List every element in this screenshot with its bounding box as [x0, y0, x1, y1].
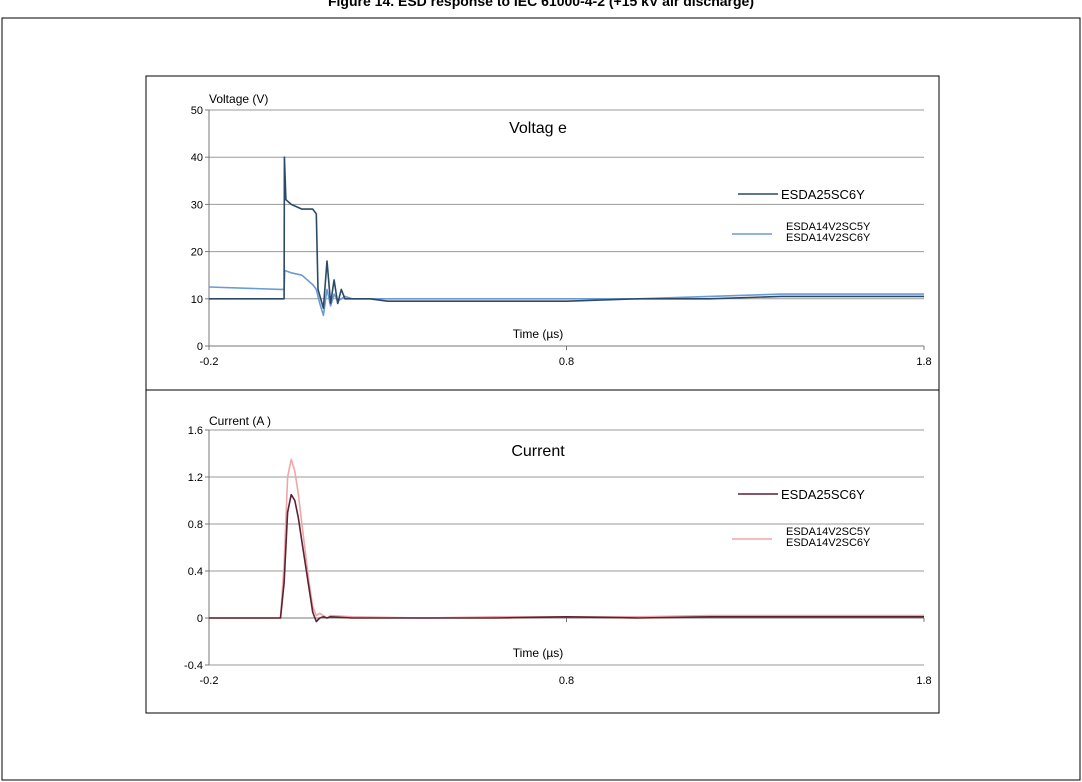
x-axis-label: Time (µs)	[513, 646, 563, 660]
y-tick-label: 0.8	[188, 519, 203, 531]
x-tick-label: 1.8	[916, 356, 931, 368]
y-tick-label: -0.4	[184, 660, 203, 672]
series-line-esda25sc6y	[209, 493, 924, 623]
legend-label: ESDA14V2SC5Y ESDA14V2SC6Y	[786, 221, 871, 244]
chart-title: Current	[511, 443, 565, 460]
y-tick-label: 50	[191, 105, 203, 117]
y-tick-label: 40	[191, 152, 203, 164]
y-tick-label: 0.4	[188, 566, 203, 578]
series-line-esda14v2	[208, 269, 924, 317]
figure-border	[1, 17, 1081, 781]
x-axis-label: Time (µs)	[513, 327, 563, 341]
x-tick-label: 0.8	[559, 356, 574, 368]
y-tick-label: 1.6	[188, 425, 203, 437]
x-tick-label: -0.2	[200, 356, 219, 368]
y-tick-label: 0	[197, 613, 203, 625]
legend-label: ESDA14V2SC5Y ESDA14V2SC6Y	[786, 526, 871, 549]
y-tick-label: 1.2	[188, 472, 203, 484]
y-axis-label: Voltage (V)	[209, 92, 268, 106]
chart-title: Voltag e	[509, 120, 567, 137]
voltage-chart: 0 10 20 30 40 50 -0.2 0.8 1.8 Voltag e Voltage (V)…	[191, 92, 932, 368]
y-tick-label: 0	[197, 341, 203, 353]
x-tick-label: 0.8	[559, 675, 574, 687]
y-tick-label: 30	[191, 199, 203, 211]
series-line-esda25sc6y	[209, 156, 924, 310]
x-tick-label: -0.2	[200, 675, 219, 687]
figure-caption: Figure 14. ESD response to IEC 61000-4-2…	[328, 0, 754, 9]
charts-box	[145, 75, 940, 714]
legend-label: ESDA25SC6Y	[781, 487, 865, 502]
y-tick-label: 10	[191, 294, 203, 306]
series-line-esda14v2	[209, 458, 924, 619]
current-chart: -0.4 0 0.4 0.8 1.2 1.6 -0.2 0.8 1.8 Current Curren…	[184, 414, 932, 687]
legend-label: ESDA25SC6Y	[781, 187, 865, 202]
y-axis-label: Current (A )	[209, 414, 271, 428]
x-tick-label: 1.8	[916, 675, 931, 687]
y-tick-label: 20	[191, 247, 203, 259]
